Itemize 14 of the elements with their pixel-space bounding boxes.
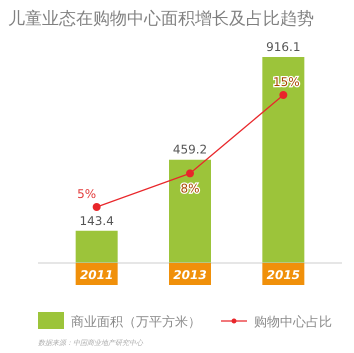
- data-label: 459.2: [172, 142, 208, 157]
- legend-购物中心占比: 购物中心占比: [221, 315, 332, 330]
- legend-商业面积（万平方米）: 商业面积（万平方米）: [38, 312, 201, 330]
- data-label: 143.4: [79, 214, 114, 228]
- x-tick-label: 2013: [173, 268, 207, 282]
- data-label: 8%: [180, 181, 200, 196]
- chart-title: 儿童业态在购物中心面积增长及占比趋势: [8, 9, 314, 29]
- legend-label: 购物中心占比: [254, 314, 332, 330]
- x-tick-label: 2015: [266, 268, 300, 282]
- data-label: 5%: [77, 187, 96, 201]
- data-label: 916.1: [266, 40, 301, 54]
- legend-label: 商业面积（万平方米）: [71, 314, 201, 330]
- x-tick-label: 2011: [80, 268, 114, 282]
- data-label: 15%: [272, 75, 300, 89]
